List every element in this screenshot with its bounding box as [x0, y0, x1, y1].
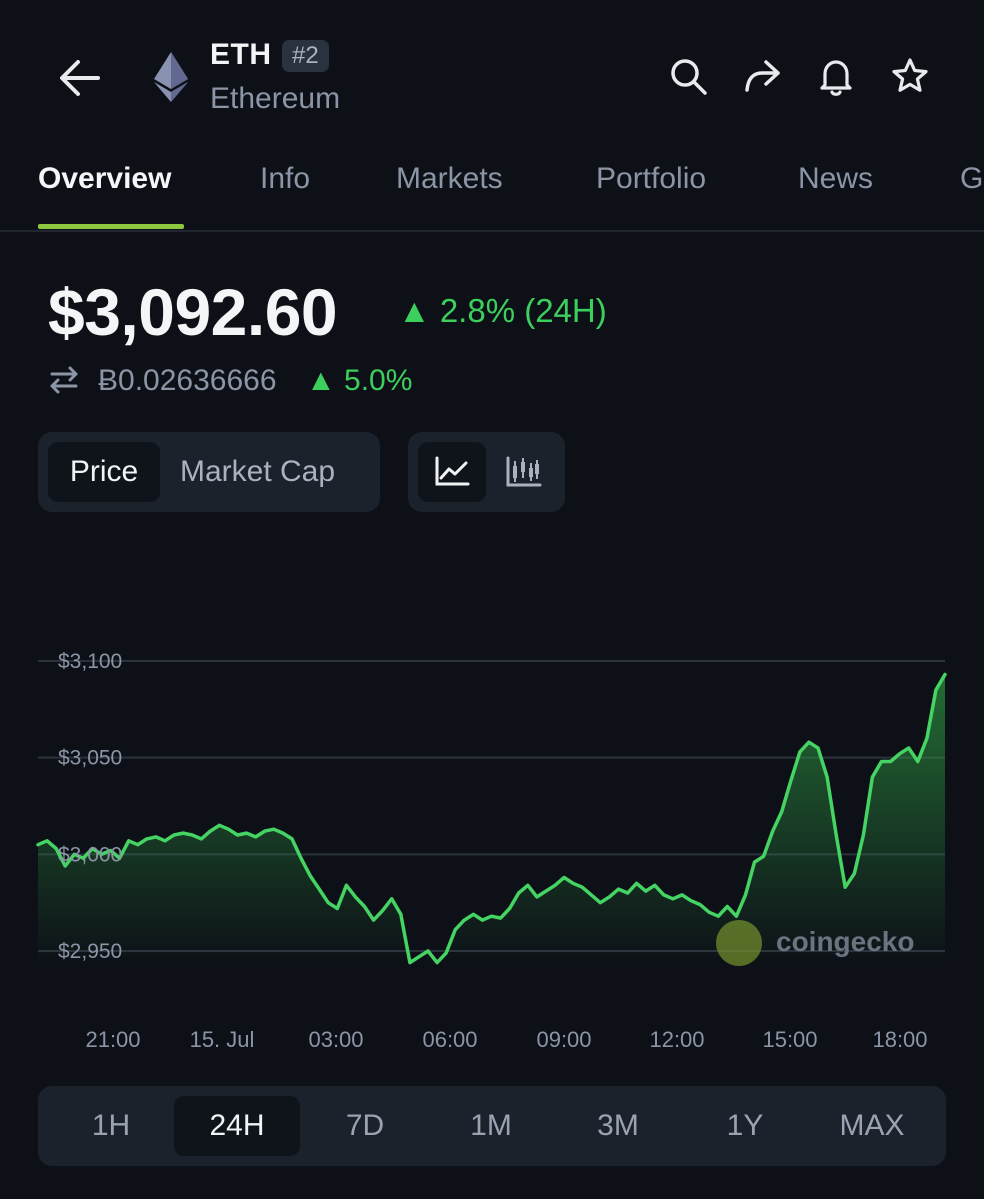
- tab-markets[interactable]: Markets: [396, 162, 503, 195]
- range-1h[interactable]: 1H: [91, 1109, 131, 1142]
- share-icon[interactable]: [740, 54, 784, 98]
- candlestick-icon[interactable]: [494, 442, 554, 502]
- x-tick-label: 03:00: [308, 1027, 363, 1052]
- range-7d[interactable]: 7D: [345, 1109, 385, 1142]
- y-tick-label: $2,950: [58, 940, 122, 963]
- btc-price: Ƀ0.02636666: [98, 364, 277, 397]
- rank-badge: #2: [282, 40, 329, 72]
- line-chart-icon[interactable]: [418, 442, 486, 502]
- price-line: [36, 672, 947, 965]
- y-tick-label: $3,000: [58, 843, 122, 866]
- x-tick-label: 21:00: [85, 1027, 140, 1052]
- tab-overview[interactable]: Overview: [38, 162, 172, 195]
- x-tick-label: 15:00: [762, 1027, 817, 1052]
- y-tick-label: $3,050: [58, 747, 122, 770]
- x-tick-label: 12:00: [649, 1027, 704, 1052]
- price-change-24h: ▲ 2.8% (24H): [398, 292, 607, 329]
- btc-price-change: ▲ 5.0%: [306, 364, 413, 397]
- tab-bar: Overview Info Markets Portfolio News G: [0, 150, 984, 232]
- star-icon[interactable]: [888, 54, 932, 98]
- price-chart[interactable]: $3,100 $3,050 $3,000 $2,950 21:00 15. Jul 03:…: [0, 600, 984, 1070]
- search-icon[interactable]: [666, 54, 710, 98]
- tab-news[interactable]: News: [798, 162, 874, 195]
- coingecko-logo: [716, 920, 762, 966]
- range-max[interactable]: MAX: [839, 1109, 905, 1142]
- active-tab-indicator: [38, 224, 184, 229]
- back-arrow-icon[interactable]: [52, 50, 108, 106]
- swap-icon[interactable]: [46, 362, 82, 398]
- y-tick-label: $3,100: [58, 650, 122, 673]
- x-tick-label: 06:00: [422, 1027, 477, 1052]
- range-1m[interactable]: 1M: [470, 1109, 512, 1142]
- x-tick-label: 18:00: [872, 1027, 927, 1052]
- tab-more[interactable]: G: [960, 162, 984, 195]
- price-area: [38, 674, 945, 963]
- toggle-market-cap[interactable]: Market Cap: [180, 455, 336, 488]
- x-tick-label: 15. Jul: [190, 1027, 255, 1052]
- bell-icon[interactable]: [814, 54, 858, 98]
- toggle-price[interactable]: Price: [48, 442, 160, 502]
- current-price: $3,092.60: [48, 275, 338, 349]
- range-3m[interactable]: 3M: [597, 1109, 639, 1142]
- coin-symbol: ETH: [210, 38, 272, 71]
- range-1y[interactable]: 1Y: [726, 1109, 764, 1142]
- tab-info[interactable]: Info: [260, 162, 311, 195]
- tab-portfolio[interactable]: Portfolio: [596, 162, 707, 195]
- range-24h[interactable]: 24H: [174, 1096, 300, 1156]
- ethereum-icon: [150, 50, 192, 104]
- x-tick-label: 09:00: [536, 1027, 591, 1052]
- watermark-text: coingecko: [776, 926, 915, 957]
- coin-name: Ethereum: [210, 82, 341, 115]
